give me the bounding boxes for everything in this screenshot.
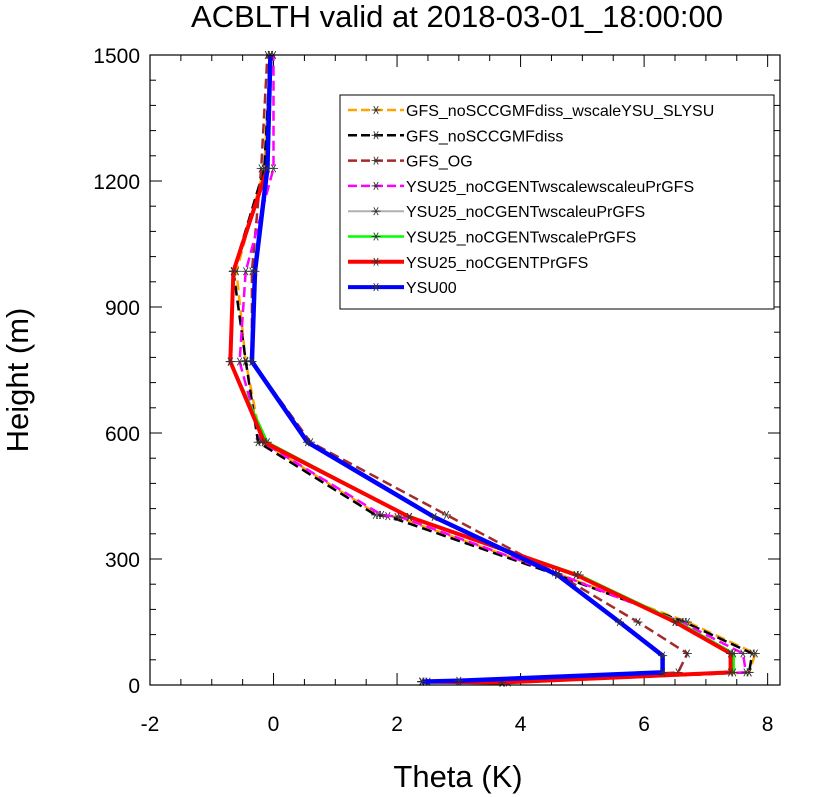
series-marker [726,649,736,658]
y-tick-label: 1500 [93,45,140,68]
series-marker [633,617,643,627]
x-tick-label: 8 [762,713,774,736]
series-marker [241,267,251,276]
series-marker [303,438,312,447]
x-tick-label: -2 [141,713,160,736]
series-marker [247,357,257,366]
series-marker [682,649,692,658]
legend-label: YSU00 [406,280,457,297]
axis-ticks [149,54,780,686]
series-marker [235,357,245,366]
x-axis-label: Theta (K) [393,759,522,794]
series-marker [429,512,439,522]
series-marker [571,570,581,580]
chart-title: ACBLTH valid at 2018-03-01_18:00:00 [191,0,723,34]
series-marker [377,510,387,520]
series-marker [747,649,757,658]
legend-marker [371,156,381,165]
series-marker [250,267,260,276]
legend-label: YSU25_noCGENTwscalewscaleuPrGFS [406,179,694,196]
legend-entry: YSU25_noCGENTwscaleuPrGFS [348,204,645,221]
series-marker [241,356,251,365]
legend-entry: YSU25_noCGENTwscalePrGFS [348,230,636,247]
series-marker [741,668,751,677]
legend-label: YSU25_noCGENTwscalePrGFS [406,230,636,247]
series-marker [738,649,748,658]
plot-frame [149,54,781,686]
series-marker [225,357,235,366]
legend-marker [371,282,381,292]
x-tick-label: 6 [638,713,650,736]
series-marker [726,668,736,677]
legend-marker [371,257,381,266]
series-marker [417,677,427,686]
legend-marker [371,232,381,241]
legend-marker [371,207,381,216]
series-marker [658,668,668,677]
y-tick-label: 300 [105,549,140,572]
legend-label: YSU25_noCGENTwscaleuPrGFS [406,204,645,221]
legend-marker [371,105,381,115]
legend-label: GFS_noSCCGMFdiss [406,128,563,145]
legend-marker [371,181,381,191]
legend-entry: YSU25_noCGENTwscalewscaleuPrGFS [348,179,694,196]
legend-entry: YSU00 [348,280,457,297]
series-marker [658,651,668,660]
legend-entry: GFS_noSCCGMFdiss [348,128,563,145]
legend-box [339,94,775,310]
series-marker [259,438,269,447]
legend: GFS_noSCCGMFdiss_wscaleYSU_SLYSU GFS_noSC… [339,94,775,310]
series-marker [670,617,680,627]
x-tick-label: 0 [268,713,280,736]
series-marker [404,512,414,522]
legend-label: GFS_noSCCGMFdiss_wscaleYSU_SLYSU [406,103,714,120]
x-tick-label: 4 [515,713,527,736]
y-tick-label: 1200 [93,171,140,194]
y-axis-label: Height (m) [0,308,35,453]
series-line [249,54,665,684]
y-tick-label: 900 [105,297,140,320]
legend-entry: YSU25_noCGENTPrGFS [348,255,588,272]
legend-entry: GFS_noSCCGMFdiss_wscaleYSU_SLYSU [348,103,714,120]
series-marker [441,510,451,520]
series-lines [225,50,760,688]
y-tick-label: 0 [128,675,140,698]
legend-label: YSU25_noCGENTPrGFS [406,255,588,272]
legend-marker [371,131,381,140]
x-tick-label: 2 [391,713,403,736]
series-marker [262,164,272,173]
y-tick-label: 600 [105,423,140,446]
series-marker [228,267,238,276]
series-marker [553,570,563,580]
legend-label: GFS_OG [406,154,473,171]
series-marker [454,676,464,685]
series-marker [614,617,624,627]
legend-entry: GFS_OG [348,154,473,171]
